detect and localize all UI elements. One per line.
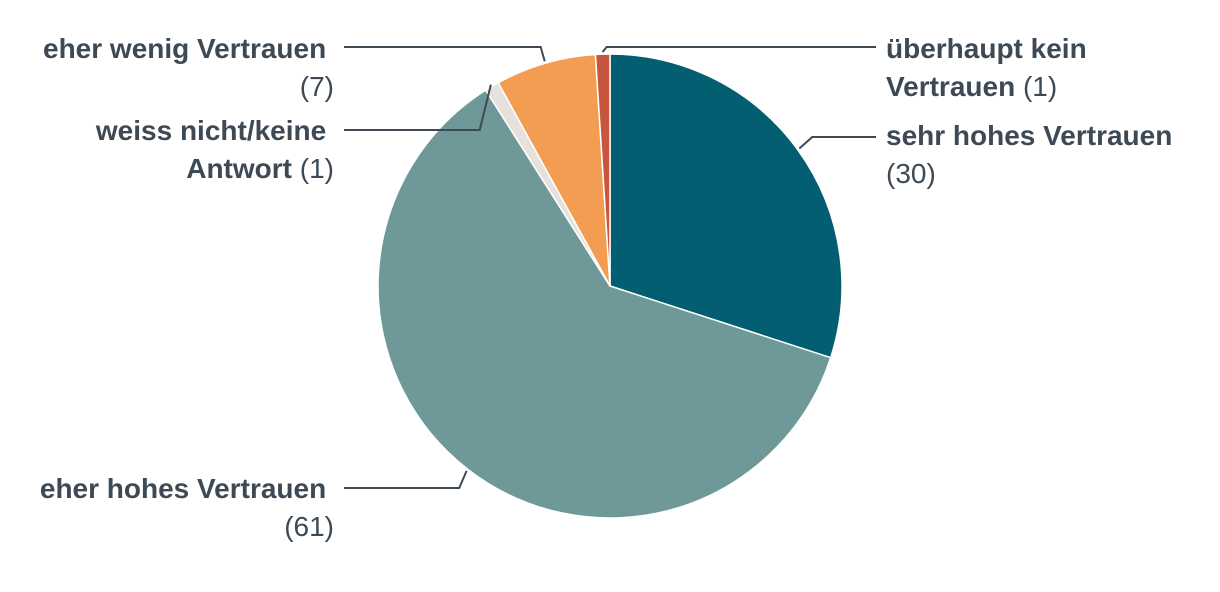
leader-line-5	[601, 46, 876, 53]
label-value: (1)	[300, 153, 334, 184]
leader-line-2	[344, 470, 468, 489]
label-value: (1)	[1023, 71, 1057, 102]
label-name: eher hohes Vertrauen	[40, 473, 326, 504]
pie-slice-überhaupt-kein-vertrauen	[594, 53, 611, 287]
leader-lines	[344, 46, 876, 489]
label-name-line-1: weiss nicht/keine	[95, 115, 326, 146]
label-name: sehr hohes Vertrauen	[886, 120, 1172, 151]
label-weiss-nicht-keine-antwort: weiss nicht/keine Antwort (1)	[95, 115, 334, 184]
label-value: (7)	[300, 71, 334, 102]
label-eher-wenig-vertrauen: eher wenig Vertrauen (7)	[43, 33, 334, 102]
label-name-line-1: überhaupt kein	[886, 33, 1087, 64]
label-line-2: Antwort (1)	[186, 153, 334, 184]
label-line-2: Vertrauen (1)	[886, 71, 1057, 102]
leader-line-1	[798, 136, 876, 150]
pie-slice-eher-wenig-vertrauen	[497, 53, 611, 287]
label-sehr-hohes-vertrauen: sehr hohes Vertrauen (30)	[886, 120, 1180, 189]
pie-slice-eher-hohes-vertrauen	[377, 89, 832, 519]
label-name-line-2: Vertrauen	[886, 71, 1015, 102]
label-ueberhaupt-kein-vertrauen: überhaupt kein Vertrauen (1)	[886, 33, 1094, 102]
leader-line-4	[344, 46, 546, 62]
leader-line-3	[344, 84, 492, 131]
pie-slice-sehr-hohes-vertrauen	[609, 53, 843, 359]
label-name-line-2: Antwort	[186, 153, 292, 184]
label-value: (61)	[284, 511, 334, 542]
label-name: eher wenig Vertrauen	[43, 33, 326, 64]
label-eher-hohes-vertrauen: eher hohes Vertrauen (61)	[40, 473, 334, 542]
label-value: (30)	[886, 158, 936, 189]
pie-slices	[377, 53, 843, 519]
